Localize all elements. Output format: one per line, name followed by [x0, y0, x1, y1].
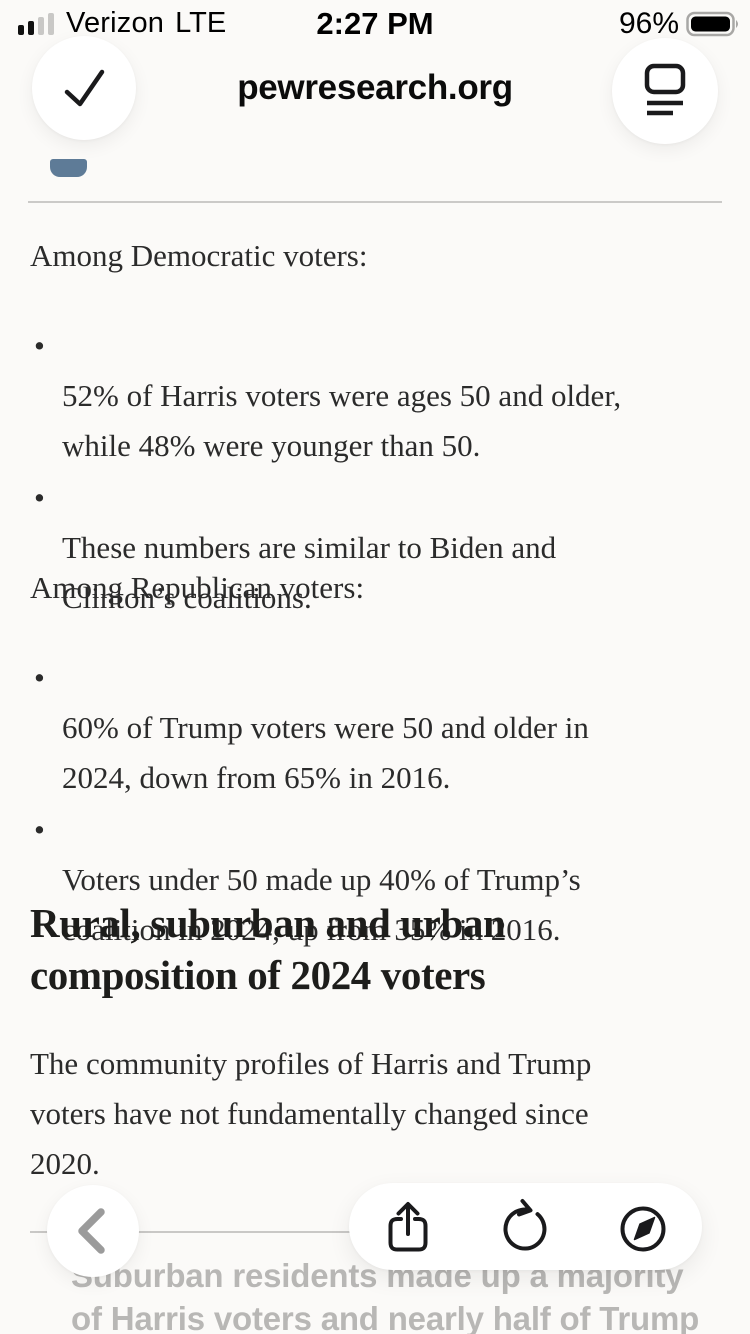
content-divider — [28, 201, 722, 203]
paragraph-republican-voters: Among Republican voters: — [30, 570, 365, 605]
network-label: LTE — [175, 7, 227, 39]
paragraph-community-profiles: The community profiles of Harris and Tru… — [30, 1046, 592, 1181]
bullet-dot-icon: • — [34, 328, 45, 363]
bullet-dot-icon: • — [34, 812, 45, 847]
bullet-item: • 60% of Trump voters were 50 and older i… — [30, 653, 726, 803]
chart-bar-fragment — [50, 159, 87, 177]
page-url-title[interactable]: pewresearch.org — [237, 68, 513, 107]
bullet-item: • Voters under 50 made up 40% of Trump’s … — [30, 805, 726, 955]
bullet-item: • These numbers are similar to Biden and … — [30, 473, 726, 623]
reload-icon — [495, 1197, 555, 1257]
battery-icon — [686, 10, 740, 38]
compass-button[interactable] — [611, 1195, 675, 1259]
battery-percent-label: 96% — [618, 7, 679, 40]
status-bar: Verizon LTE 2:27 PM 96% — [0, 0, 750, 44]
reload-button[interactable] — [493, 1195, 557, 1259]
check-button[interactable] — [32, 36, 136, 140]
compass-icon — [613, 1197, 673, 1257]
bullet-text: Voters under 50 made up 40% of Trump’s c… — [62, 862, 581, 947]
paragraph-democratic-voters: Among Democratic voters: — [30, 238, 368, 273]
clock-label: 2:27 PM — [316, 6, 434, 41]
reader-layout-icon — [640, 63, 690, 119]
bullet-list-democratic: • 52% of Harris voters were ages 50 and o… — [30, 321, 726, 625]
bullet-dot-icon: • — [34, 660, 45, 695]
bullet-dot-icon: • — [34, 480, 45, 515]
bullet-text: These numbers are similar to Biden and C… — [62, 530, 557, 615]
carrier-label: Verizon — [66, 7, 165, 39]
back-button[interactable] — [47, 1185, 139, 1277]
chevron-left-icon — [47, 1185, 139, 1277]
share-button[interactable] — [376, 1195, 440, 1259]
bullet-list-republican: • 60% of Trump voters were 50 and older i… — [30, 653, 726, 957]
section-heading: Rural, suburban and urban composition of… — [30, 900, 506, 998]
reader-view-button[interactable] — [612, 38, 718, 144]
bottom-toolbar — [349, 1183, 702, 1270]
bullet-text: 52% of Harris voters were ages 50 and ol… — [62, 378, 622, 463]
bullet-text: 60% of Trump voters were 50 and older in… — [62, 710, 589, 795]
check-icon — [54, 58, 114, 118]
bullet-item: • 52% of Harris voters were ages 50 and o… — [30, 321, 726, 471]
share-icon — [378, 1197, 438, 1257]
cellular-signal-icon — [18, 12, 55, 35]
